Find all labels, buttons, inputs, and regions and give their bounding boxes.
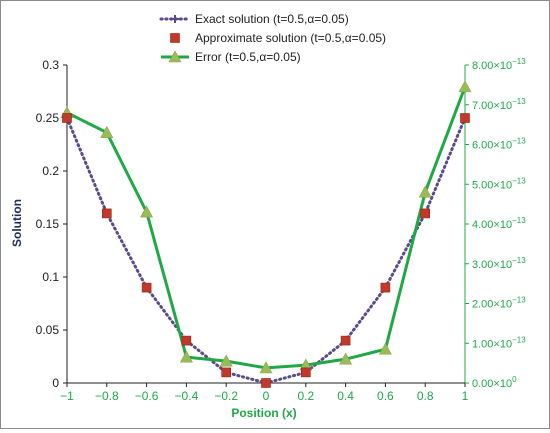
- approximate-solution-point: [340, 335, 351, 346]
- error-point: [179, 350, 193, 363]
- x-tick-label: −1: [60, 389, 74, 403]
- axes: −1 −0.8 −0.6 −0.4 −0.2 0 0.2 0.4 0.6 0.8 1 0 0.05 0.1…: [36, 57, 527, 403]
- error-line: [66, 86, 467, 370]
- y-right-tick-label: 0.00×100: [472, 375, 517, 390]
- exact-solution-line: [65, 116, 467, 385]
- y-right-tick-label: 4.00×10−13: [472, 216, 526, 231]
- error-point: [219, 354, 233, 367]
- legend: Exact solution (t=0.5,α=0.05) Approximate…: [159, 12, 386, 64]
- y-left-tick-label: 0.25: [36, 111, 60, 125]
- y-right-tick-label: 6.00×10−13: [472, 137, 526, 152]
- y-left-tick-label: 0.2: [42, 164, 59, 178]
- legend-exact-label: Exact solution (t=0.5,α=0.05): [195, 12, 349, 26]
- y-right-tick-label: 2.00×10−13: [472, 296, 526, 311]
- series-error: [60, 80, 472, 374]
- x-tick-label: 0.4: [337, 389, 354, 403]
- y-right-tick-label: 3.00×10−13: [472, 256, 526, 271]
- x-tick-label: −0.2: [214, 389, 238, 403]
- x-tick-label: 0.2: [297, 389, 314, 403]
- approximate-solution-point: [420, 208, 431, 219]
- legend-error-label: Error (t=0.5,α=0.05): [195, 50, 301, 64]
- y-left-tick-label: 0.1: [42, 270, 59, 284]
- y-right-tick-label: 1.00×10−13: [472, 335, 526, 350]
- y-right-tick-label: 5.00×10−13: [472, 176, 526, 191]
- y-left-tick-label: 0.3: [42, 58, 59, 72]
- error-point: [259, 361, 273, 374]
- y-right-tick-label: 7.00×10−13: [472, 97, 526, 112]
- error-point: [100, 125, 114, 138]
- approximate-solution-point: [460, 113, 470, 123]
- x-tick-label: −0.8: [95, 389, 119, 403]
- legend-approx-label: Approximate solution (t=0.5,α=0.05): [195, 31, 386, 45]
- approximate-solution-point: [62, 113, 72, 123]
- approximate-solution-point: [261, 378, 271, 388]
- y-axis-label: Solution: [10, 199, 24, 247]
- y-right-tick-label: 8.00×10−13: [472, 57, 526, 72]
- x-tick-label: −0.4: [175, 389, 199, 403]
- series-exact-solution: [65, 116, 467, 385]
- error-point: [418, 185, 432, 198]
- y-left-tick-label: 0.15: [36, 217, 60, 231]
- error-point: [140, 205, 154, 218]
- x-tick-label: 0.8: [417, 389, 434, 403]
- legend-exact-marker: [171, 15, 179, 23]
- approximate-solution-point: [141, 282, 152, 293]
- series-approximate-solution: [62, 113, 470, 388]
- approximate-solution-point: [102, 208, 112, 219]
- y-left-tick-label: 0.05: [36, 323, 60, 337]
- approximate-solution-point: [300, 367, 311, 378]
- y-left-tick-label: 0: [52, 376, 59, 390]
- approximate-solution-point: [181, 335, 192, 346]
- error-point: [339, 352, 353, 365]
- x-tick-label: 1: [462, 389, 469, 403]
- x-tick-label: 0: [263, 389, 270, 403]
- x-axis-label: Position (x): [231, 406, 296, 420]
- approximate-solution-point: [221, 367, 231, 378]
- approximate-solution-point: [380, 282, 391, 293]
- x-tick-label: 0.6: [377, 389, 394, 403]
- x-tick-label: −0.6: [135, 389, 159, 403]
- error-point: [378, 342, 392, 355]
- legend-approx-marker: [170, 33, 180, 43]
- legend-error-marker: [168, 50, 182, 63]
- error-point: [458, 80, 472, 93]
